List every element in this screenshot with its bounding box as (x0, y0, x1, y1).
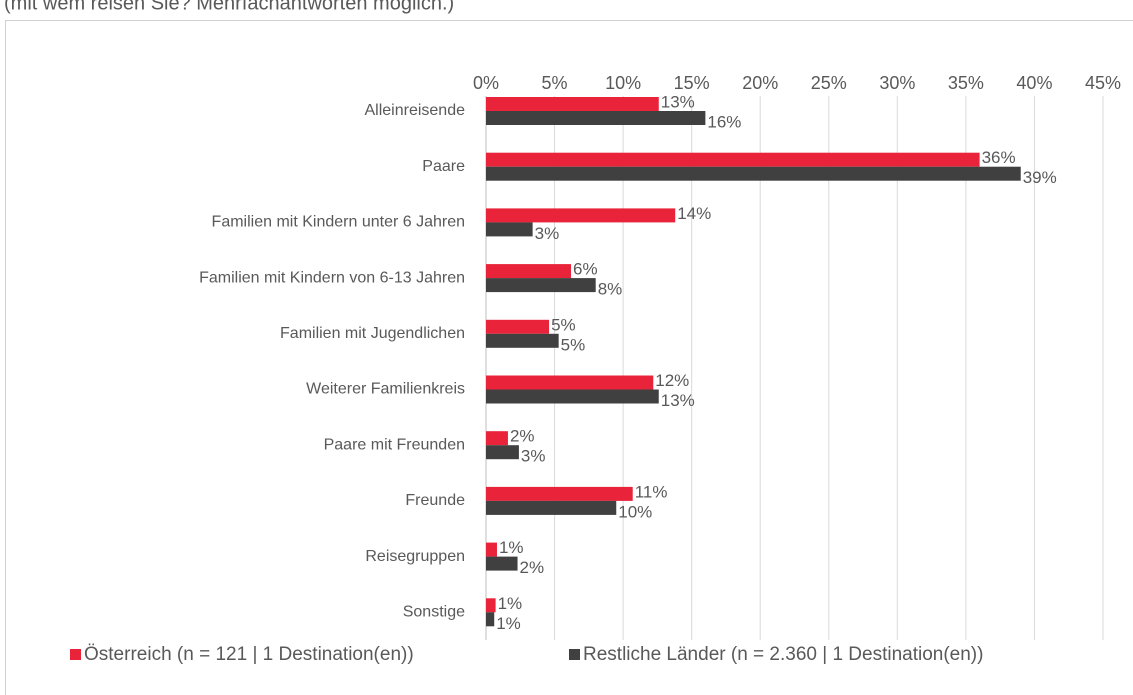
bar (486, 166, 1021, 181)
data-label: 3% (521, 447, 546, 466)
data-label: 12% (655, 371, 689, 390)
x-tick-label: 20% (742, 73, 778, 93)
bar (486, 111, 706, 125)
x-tick-label: 5% (542, 73, 568, 93)
bar (486, 264, 572, 279)
bar (486, 97, 659, 111)
x-tick-label: 0% (473, 73, 499, 93)
x-tick-label: 40% (1016, 73, 1052, 93)
bar (486, 278, 596, 293)
data-label: 8% (598, 280, 623, 299)
data-label: 5% (551, 315, 576, 334)
bar (486, 431, 508, 446)
data-label: 36% (982, 148, 1016, 167)
data-label: 2% (520, 558, 545, 577)
bar (486, 333, 559, 348)
data-label: 1% (496, 614, 521, 633)
bar (486, 389, 659, 404)
x-tick-label: 10% (605, 73, 641, 93)
data-label: 11% (635, 482, 668, 501)
bar (486, 486, 633, 501)
bar (486, 542, 497, 557)
data-label: 13% (661, 391, 695, 410)
data-label: 13% (661, 92, 695, 111)
y-tick-label: Alleinreisende (364, 102, 465, 119)
y-tick-label: Reisegruppen (365, 548, 465, 565)
x-tick-label: 30% (879, 73, 915, 93)
legend-label: Restliche Länder (n = 2.360 | 1 Destinat… (583, 644, 983, 665)
chart-subtitle: (mit wem reisen Sie? Mehrfachantworten m… (4, 0, 454, 14)
data-label: 6% (573, 260, 598, 279)
data-label: 5% (561, 335, 586, 354)
y-tick-label: Familien mit Jugendlichen (280, 325, 465, 342)
data-label: 39% (1023, 168, 1057, 187)
bar (486, 222, 533, 237)
data-label: 1% (499, 538, 524, 557)
bar (486, 319, 550, 334)
bar (486, 556, 518, 571)
data-label: 10% (618, 502, 652, 521)
y-tick-label: Weiterer Familienkreis (306, 381, 465, 398)
bar (486, 500, 617, 515)
y-tick-label: Familien mit Kindern unter 6 Jahren (212, 214, 465, 231)
data-label: 16% (707, 112, 741, 131)
bar (486, 612, 495, 627)
x-tick-label: 25% (811, 73, 847, 93)
y-tick-label: Sonstige (403, 604, 465, 621)
bar (486, 375, 654, 390)
data-label: 3% (535, 224, 560, 243)
x-tick-label: 35% (948, 73, 984, 93)
legend-swatch (70, 649, 81, 660)
data-label: 1% (498, 594, 523, 613)
x-tick-label: 45% (1085, 73, 1121, 93)
data-label: 2% (510, 427, 535, 446)
legend-swatch (569, 649, 580, 660)
data-label: 14% (677, 204, 711, 223)
y-tick-label: Familien mit Kindern von 6-13 Jahren (199, 269, 465, 286)
bar (486, 598, 496, 613)
y-tick-label: Paare mit Freunden (324, 436, 465, 453)
y-tick-label: Freunde (405, 492, 465, 509)
chart-border (5, 20, 1133, 695)
legend-label: Österreich (n = 121 | 1 Destination(en)) (84, 644, 414, 665)
bar (486, 445, 519, 460)
y-tick-label: Paare (422, 158, 465, 175)
bar (486, 208, 676, 223)
x-tick-label: 15% (674, 73, 710, 93)
bar (486, 152, 980, 167)
